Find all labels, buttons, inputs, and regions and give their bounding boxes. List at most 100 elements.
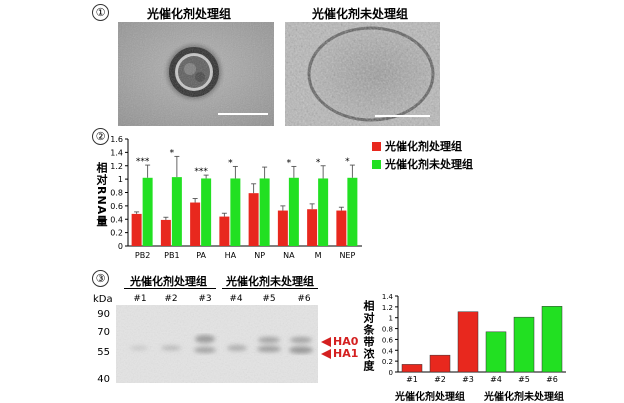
band-density-chart: 0 0.2 0.4 0.6 0.8 1 1.2 1.4 #1 #2 #3 #4 #5 #6 xyxy=(382,293,566,384)
band-x-axis-labels: #1 #2 #3 #4 #5 #6 xyxy=(406,375,558,384)
rna-bar xyxy=(248,193,259,246)
band-chart-ylabel: 相对条带浓度 xyxy=(362,300,375,372)
legend-label-untreated: 光催化剂未处理组 xyxy=(385,158,473,171)
rna-significance-mark: * xyxy=(316,158,321,168)
band-y-axis: 0 0.2 0.4 0.6 0.8 1 1.2 1.4 xyxy=(382,293,566,377)
blot-lane-6: #6 xyxy=(297,294,311,304)
rna-bar xyxy=(230,178,241,246)
band-y-tick-label: 1 xyxy=(389,315,393,323)
rna-y-tick-label: 1.4 xyxy=(110,148,123,157)
band-y-tick-label: 1.4 xyxy=(382,293,394,301)
western-blot-image xyxy=(116,305,318,383)
band-y-tick-label: 1.2 xyxy=(382,304,393,312)
band-chart-group-untreated: 光催化剂未处理组 xyxy=(484,392,564,403)
blot-lane-4: #4 xyxy=(229,294,243,304)
rna-x-tick-label: NEP xyxy=(339,251,355,260)
em-untreated-image xyxy=(285,22,440,126)
band-label-ha0: HA0 xyxy=(333,335,359,348)
rna-x-tick-label: NA xyxy=(283,251,295,260)
band-y-tick-label: 0.6 xyxy=(382,336,394,344)
blot-lane-3: #3 xyxy=(198,294,212,304)
panel-label-2: ② xyxy=(92,128,109,145)
rna-significance-mark: * xyxy=(228,158,233,168)
band-x-tick-label: #1 xyxy=(406,375,418,384)
rna-bar-chart: 00.20.40.60.811.21.41.6 ******** * * * PB2 P… xyxy=(110,135,362,260)
band-bar xyxy=(401,364,423,373)
band-y-tick-label: 0.8 xyxy=(382,326,393,334)
rna-significance-mark: * xyxy=(170,148,175,158)
rna-y-tick-label: 0.4 xyxy=(110,215,123,224)
blot-marker-40: 40 xyxy=(97,374,110,385)
band-y-tick-label: 0 xyxy=(389,369,393,377)
rna-y-tick-label: 1 xyxy=(118,175,123,184)
rna-y-tick-label: 0.2 xyxy=(110,229,123,238)
rna-x-tick-label: PB1 xyxy=(164,251,179,260)
band-bar xyxy=(513,316,535,373)
rna-bar xyxy=(171,177,182,246)
rna-y-tick-label: 1.6 xyxy=(110,135,123,144)
legend-label-treated: 光催化剂处理组 xyxy=(385,140,462,153)
rna-bar xyxy=(160,219,171,246)
band-bars xyxy=(401,306,563,373)
rna-bar xyxy=(259,178,270,246)
rna-bars: ******** * * * xyxy=(131,148,358,246)
rna-bar xyxy=(142,177,153,246)
rna-x-tick-label: M xyxy=(315,251,322,260)
band-chart-group-treated: 光催化剂处理组 xyxy=(395,392,465,403)
rna-bar xyxy=(318,178,329,246)
em-treated-title: 光催化剂处理组 xyxy=(147,7,232,21)
band-bar xyxy=(541,306,563,373)
blot-group-untreated: 光催化剂未处理组 xyxy=(226,275,314,288)
rna-bar xyxy=(307,209,318,246)
band-bar xyxy=(457,311,479,373)
rna-y-tick-label: 0.6 xyxy=(110,202,123,211)
band-bar xyxy=(429,354,451,373)
blot-group-treated: 光催化剂处理组 xyxy=(130,275,207,288)
rna-x-axis-labels: PB2 PB1 PA HA NP NA M NEP xyxy=(135,251,356,260)
blot-marker-70: 70 xyxy=(97,327,110,338)
blot-group-treated-line xyxy=(124,288,216,289)
band-y-tick-label: 0.2 xyxy=(382,358,393,366)
blot-lane-1: #1 xyxy=(133,294,147,304)
rna-y-tick-label: 0.8 xyxy=(110,189,123,198)
legend-swatch-treated xyxy=(372,141,381,151)
panel-label-3: ③ xyxy=(92,270,109,287)
rna-bar xyxy=(190,202,201,246)
rna-significance-mark: * xyxy=(287,158,292,168)
ha0-arrow-icon xyxy=(321,337,331,347)
rna-x-tick-label: NP xyxy=(254,251,265,260)
rna-x-tick-label: PA xyxy=(196,251,206,260)
rna-bar xyxy=(288,177,299,246)
rna-significance-mark: *** xyxy=(194,167,208,177)
blot-group-untreated-line xyxy=(222,288,318,289)
band-label-ha1: HA1 xyxy=(333,347,359,360)
em-untreated-title: 光催化剂未处理组 xyxy=(312,7,409,21)
rna-bar xyxy=(336,210,347,246)
rna-legend: 光催化剂处理组 光催化剂未处理组 xyxy=(372,138,473,172)
rna-bar xyxy=(219,216,230,246)
rna-x-tick-label: HA xyxy=(225,251,237,260)
rna-x-tick-label: PB2 xyxy=(135,251,150,260)
rna-bar xyxy=(201,178,212,246)
blot-unit-label: kDa xyxy=(93,294,113,305)
band-y-tick-label: 0.4 xyxy=(382,347,394,355)
rna-bar xyxy=(277,210,288,246)
rna-bar xyxy=(131,213,142,246)
blot-lane-5: #5 xyxy=(262,294,276,304)
em-treated-image xyxy=(118,22,274,126)
ha1-arrow-icon xyxy=(321,349,331,359)
band-x-tick-label: #4 xyxy=(490,375,502,384)
blot-marker-90: 90 xyxy=(97,309,110,320)
blot-marker-55: 55 xyxy=(97,347,110,358)
rna-y-tick-label: 0 xyxy=(118,242,123,251)
blot-lane-2: #2 xyxy=(164,294,178,304)
rna-bar xyxy=(347,177,358,246)
band-x-tick-label: #2 xyxy=(434,375,446,384)
band-bar xyxy=(485,331,507,373)
band-x-tick-label: #6 xyxy=(546,375,558,384)
panel-label-1: ① xyxy=(92,4,109,21)
rna-y-tick-label: 1.2 xyxy=(110,162,123,171)
band-x-tick-label: #5 xyxy=(518,375,530,384)
legend-swatch-untreated xyxy=(372,159,381,169)
rna-significance-mark: * xyxy=(345,157,350,167)
